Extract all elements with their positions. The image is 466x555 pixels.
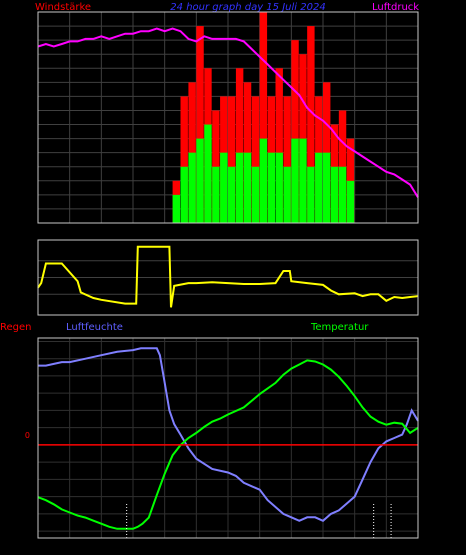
pressure-lines <box>37 27 419 198</box>
direction-plot-frame <box>37 239 419 316</box>
gust-bar <box>291 40 299 224</box>
gust-bar <box>275 68 283 224</box>
wind-pressure-panel: Windstärke 24 hour graph day 15 Juli 202… <box>35 2 419 224</box>
pressure-label: Luftdruck <box>372 2 419 13</box>
wind-bar <box>251 166 260 223</box>
humidity-temp-lines <box>37 347 419 530</box>
humidity-plot-frame <box>37 337 419 539</box>
wind-bar <box>307 166 315 223</box>
chart-title: 24 hour graph day 15 Juli 2024 <box>170 2 325 13</box>
temperature-label: Temperatur <box>310 322 369 333</box>
gust-bar <box>180 96 188 223</box>
gust-bar <box>283 96 291 223</box>
wind-bar <box>315 152 323 223</box>
humidity-temperature-panel: Regen Luftfeuchte Temperatur 0 <box>0 322 419 539</box>
wind-bar <box>204 124 212 223</box>
wind-bar <box>243 152 252 223</box>
direction-grid <box>38 260 418 295</box>
rain-value-label: 0 <box>25 431 30 440</box>
wind-bar <box>275 152 283 223</box>
temperature-line <box>37 359 419 530</box>
wind-bar <box>228 166 236 223</box>
wind-bar <box>299 138 307 223</box>
wind-bar <box>180 166 188 223</box>
rain-label: Regen <box>0 322 32 333</box>
humidity-label: Luftfeuchte <box>66 322 123 333</box>
direction-lines <box>37 245 419 308</box>
wind-plot-frame <box>37 11 419 224</box>
wind-bar <box>346 180 355 223</box>
gust-bar <box>228 96 236 223</box>
wind-bar <box>323 152 331 223</box>
wind-bar <box>220 152 228 223</box>
sun-annotations <box>126 504 392 538</box>
gust-bar <box>243 82 252 223</box>
wind-bar <box>283 166 291 223</box>
wind-bar <box>259 138 268 223</box>
gust-bar <box>196 26 204 223</box>
gust-bar <box>323 82 331 223</box>
wind-bar <box>172 194 180 223</box>
humidity-line <box>38 347 419 522</box>
wind-bar <box>235 152 244 223</box>
gust-bar <box>251 96 260 223</box>
gust-bar <box>188 82 196 223</box>
wind-speed-label: Windstärke <box>35 2 91 13</box>
gust-bar <box>235 68 244 224</box>
wind-direction-panel <box>37 239 419 316</box>
wind-bar <box>188 152 196 223</box>
direction-line <box>37 245 419 308</box>
wind-bar <box>338 166 347 223</box>
wind-bar <box>212 166 220 223</box>
wind-bar <box>291 138 299 223</box>
wind-bar <box>196 138 204 223</box>
wind-bar <box>330 166 339 223</box>
humidity-grid <box>38 338 419 538</box>
gust-bar <box>259 12 268 223</box>
wind-bars <box>172 12 355 224</box>
pressure-line <box>37 27 419 198</box>
wind-bar <box>267 152 275 223</box>
gust-bar <box>307 26 315 223</box>
